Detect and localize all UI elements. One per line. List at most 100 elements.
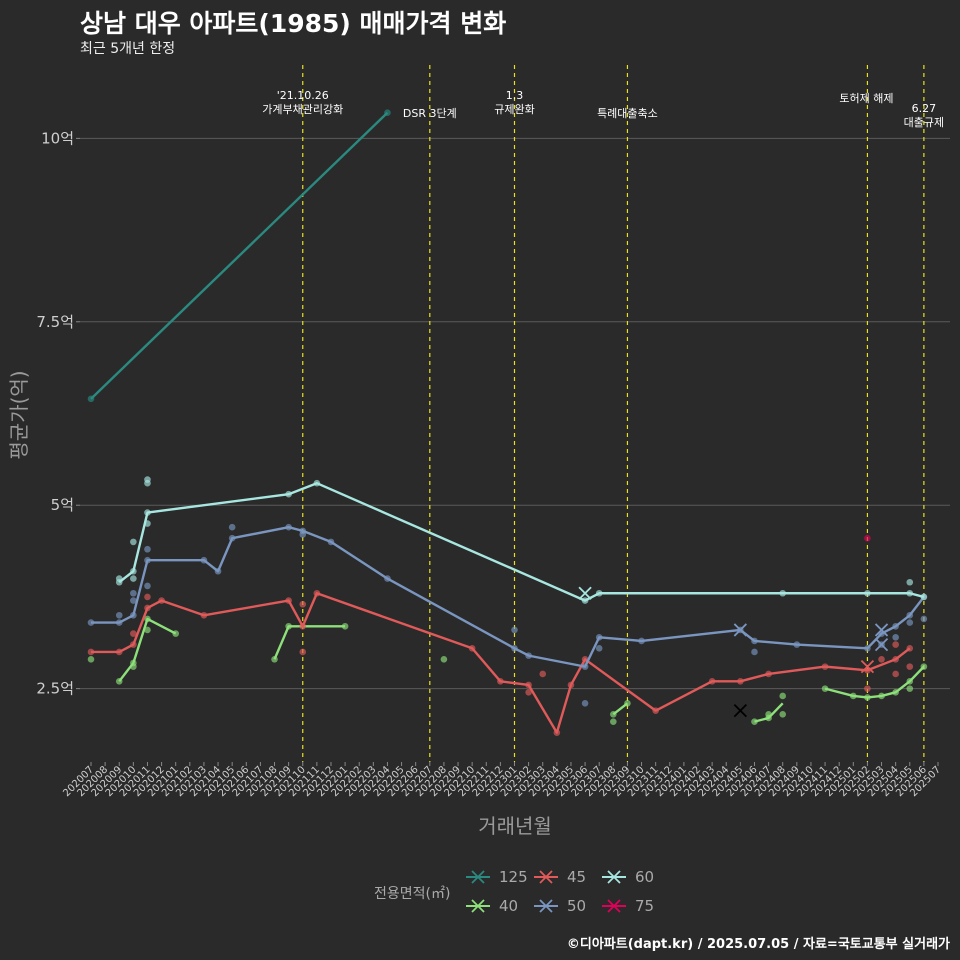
legend-label: 40 (499, 897, 519, 915)
event-label: DSR 3단계 (403, 107, 457, 120)
data-point (144, 626, 151, 634)
cross-marker (860, 659, 875, 674)
legend-item-60: 60 (601, 866, 654, 888)
data-point (130, 538, 137, 546)
data-point (920, 615, 928, 623)
legend-key-icon (602, 899, 626, 913)
legend-key-icon (602, 870, 626, 884)
series-line (90, 111, 389, 400)
legend-key-icon (534, 870, 558, 884)
event-label: '21.10.26 가계부채관리강화 (262, 89, 343, 116)
x-axis-label: 거래년월 (478, 814, 552, 838)
legend-item-50: 50 (533, 895, 586, 917)
legend-item-40: 40 (465, 895, 518, 917)
cross-stroke (860, 659, 875, 674)
y-tick-label: 10억 (41, 129, 74, 147)
legend-label: 45 (567, 868, 587, 886)
data-point (751, 648, 758, 656)
data-point (906, 685, 914, 692)
data-point (892, 670, 899, 678)
data-point (87, 655, 95, 663)
cross-marker (874, 637, 889, 652)
data-point (440, 655, 448, 663)
y-tick-label: 2.5억 (36, 680, 74, 698)
cross-marker (578, 586, 592, 600)
legend-label: 50 (567, 897, 587, 915)
legend-key-icon (466, 870, 490, 884)
cross-marker (874, 623, 889, 637)
data-point (299, 600, 307, 608)
event-label: 6.27 대출규제 (904, 102, 944, 129)
legend-item-75: 75 (601, 895, 654, 917)
legend-item-45: 45 (533, 866, 586, 888)
data-point (130, 589, 137, 597)
series-line (91, 592, 911, 734)
data-point (539, 670, 547, 678)
legend-title: 전용면적(㎡) (374, 886, 451, 902)
data-point (299, 531, 307, 538)
legend-item-125: 125 (465, 866, 528, 888)
source-caption: ©디아파트(dapt.kr) / 2025.07.05 / 자료=국토교통부 실… (566, 937, 950, 952)
cross-stroke (874, 637, 889, 652)
data-point (864, 685, 871, 692)
data-point (511, 626, 518, 634)
data-point (144, 479, 151, 487)
series-line (118, 617, 177, 683)
data-point (892, 641, 899, 648)
cross-marker (733, 623, 748, 637)
data-point (299, 648, 307, 656)
series-60 (115, 476, 928, 604)
data-point (906, 578, 914, 586)
y-tick-label: 7.5억 (36, 313, 74, 331)
data-point (144, 545, 151, 553)
data-point (906, 663, 914, 670)
chart-subtitle: 최근 5개년 한정 (80, 41, 176, 57)
series-50 (87, 523, 928, 707)
series-line (824, 665, 925, 699)
data-point (228, 523, 236, 531)
legend-key-icon (534, 899, 558, 913)
series-125 (87, 109, 391, 403)
series-layer (87, 109, 928, 736)
series-line (118, 482, 925, 602)
data-point (581, 700, 589, 707)
legend-label: 125 (499, 868, 528, 886)
data-point (864, 534, 871, 542)
data-point (595, 644, 603, 652)
cross-marker (733, 704, 748, 718)
data-point (610, 718, 617, 725)
y-axis-label: 평균가(억) (7, 370, 31, 459)
event-label: 1.3 규제완화 (494, 89, 534, 116)
data-point (892, 633, 899, 641)
series-45 (87, 589, 914, 736)
data-point (130, 575, 137, 582)
event-label: 특례대출축소 (597, 107, 658, 120)
data-point (144, 582, 151, 590)
y-tick-label: 5억 (51, 496, 74, 514)
series-line (273, 625, 346, 660)
data-point (130, 630, 137, 637)
legend-label: 75 (635, 897, 655, 915)
data-point (878, 655, 885, 663)
legend-label: 60 (635, 868, 655, 886)
data-point (130, 597, 137, 604)
data-point (115, 611, 123, 619)
cross-stroke (733, 623, 748, 637)
data-point (525, 689, 532, 696)
cross-stroke (578, 586, 592, 600)
axis-layer: 2.5억5억7.5억10억202007202008202009202010202… (36, 129, 943, 799)
cross-stroke (733, 704, 748, 718)
event-label: 토허제 해제 (839, 91, 893, 105)
data-point (144, 593, 151, 601)
data-point (906, 619, 914, 626)
chart-title: 상남 대우 아파트(1985) 매매가격 변화 (80, 9, 507, 38)
series-line (754, 702, 784, 723)
series-line (91, 526, 925, 668)
series-line (612, 702, 629, 716)
series-40 (87, 615, 928, 725)
data-point (779, 711, 787, 718)
legend-key-icon (466, 899, 490, 913)
